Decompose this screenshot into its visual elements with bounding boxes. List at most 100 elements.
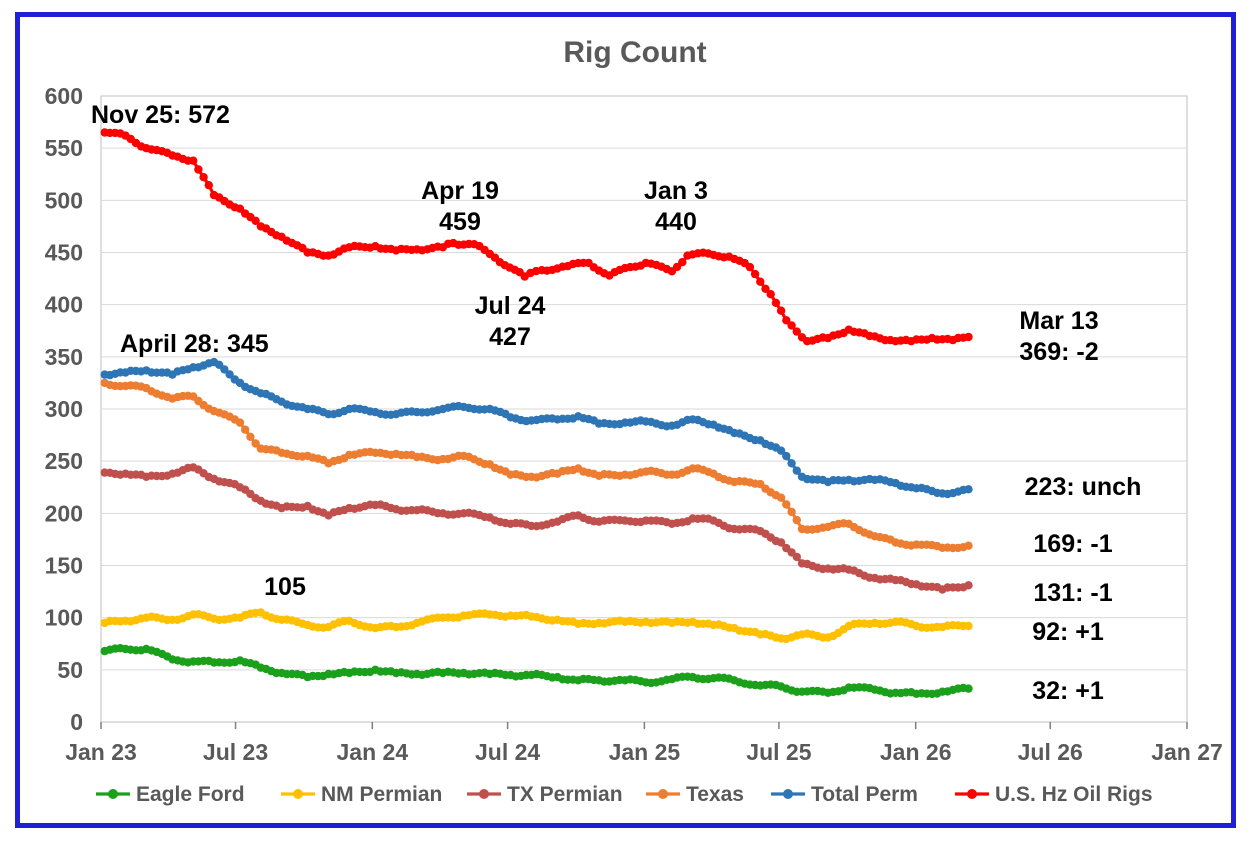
legend-item: Total Perm: [771, 783, 918, 806]
legend-label: U.S. Hz Oil Rigs: [995, 783, 1153, 806]
y-tick-label: 350: [45, 344, 83, 370]
series-u-s-hz-oil-rigs: [100, 128, 973, 346]
data-point: [964, 581, 973, 590]
data-point: [246, 432, 255, 441]
data-point: [756, 277, 765, 286]
data-point: [782, 500, 791, 509]
annotation-label: 32: +1: [1032, 677, 1104, 705]
x-tick-label: Jul 26: [1018, 739, 1083, 765]
x-tick-label: Jan 24: [337, 739, 409, 765]
y-tick-label: 200: [45, 500, 83, 526]
data-point: [194, 165, 203, 174]
legend: Eagle Ford NM Permian TX Permian Texas Total…: [96, 783, 1153, 806]
data-point: [241, 425, 250, 434]
data-point: [761, 284, 770, 293]
data-point: [771, 298, 781, 307]
series-texas: [100, 378, 973, 553]
annotation-label: 427: [489, 323, 531, 351]
legend-marker: [967, 789, 977, 799]
legend-marker: [658, 789, 668, 799]
y-tick-label: 400: [45, 292, 83, 318]
data-point: [964, 485, 973, 494]
series-lines: [100, 128, 973, 699]
data-point: [251, 216, 260, 225]
annotation-label: Apr 19: [421, 177, 499, 205]
annotation-label: Jul 24: [475, 292, 546, 320]
legend-label: NM Permian: [321, 783, 442, 806]
x-tick-label: Jul 24: [475, 739, 540, 765]
x-axis-ticks: Jan 23 Jul 23 Jan 24 Jul 24 Jan 25 Jul 25 Jan …: [65, 722, 1223, 765]
series-nm-permian: [100, 608, 973, 644]
annotation-label: 92: +1: [1032, 618, 1104, 646]
annotation-label: 131: -1: [1033, 579, 1112, 607]
chart-title: Rig Count: [563, 36, 706, 69]
data-point: [782, 451, 791, 461]
data-point: [792, 327, 801, 336]
legend-label: TX Permian: [507, 783, 623, 806]
legend-marker: [293, 789, 303, 799]
data-point: [787, 321, 796, 330]
legend-marker: [783, 789, 793, 799]
legend-item: U.S. Hz Oil Rigs: [955, 783, 1153, 806]
annotation-label: April 28: 345: [120, 330, 269, 358]
y-axis-ticks: 0 50 100 150 200 250 300 350 400 450 500 550 600: [45, 83, 83, 735]
data-point: [776, 446, 786, 455]
series-eagle-ford: [100, 644, 973, 699]
annotation-label: 105: [264, 573, 306, 601]
y-tick-label: 100: [45, 605, 83, 631]
data-point: [776, 493, 786, 502]
data-point: [776, 538, 786, 547]
data-point: [964, 541, 973, 550]
data-point: [189, 156, 198, 165]
annotation-label: Jan 3: [644, 177, 708, 205]
y-tick-label: 500: [45, 187, 83, 213]
y-tick-label: 150: [45, 553, 83, 579]
legend-marker: [108, 789, 118, 799]
data-point: [199, 173, 208, 182]
y-tick-label: 600: [45, 83, 83, 109]
legend-item: Texas: [646, 783, 744, 806]
y-tick-label: 300: [45, 396, 83, 422]
rig-count-chart: 0 50 100 150 200 250 300 350 400 450 500 550 600 Jan…: [45, 36, 1223, 806]
data-point: [964, 684, 973, 693]
annotations: Nov 25: 572 April 28: 345 105 Apr 19 459 Jul …: [91, 101, 1141, 705]
legend-label: Eagle Ford: [136, 783, 245, 806]
data-point: [251, 439, 260, 448]
data-point: [225, 370, 234, 379]
data-point: [745, 262, 755, 272]
data-point: [792, 552, 801, 562]
legend-item: TX Permian: [467, 783, 623, 806]
annotation-label: 459: [439, 208, 481, 236]
data-point: [964, 332, 973, 342]
data-point: [792, 466, 801, 475]
x-tick-label: Jul 25: [746, 739, 811, 765]
y-tick-label: 0: [70, 709, 83, 735]
annotation-label: 440: [655, 208, 697, 236]
data-point: [750, 269, 760, 279]
data-point: [964, 621, 973, 631]
annotation-label: Mar 13: [1019, 307, 1098, 335]
data-point: [782, 316, 791, 325]
data-point: [787, 507, 796, 517]
x-tick-label: Jul 23: [203, 739, 268, 765]
data-point: [220, 365, 229, 374]
y-tick-label: 550: [45, 135, 83, 161]
annotation-label: Nov 25: 572: [91, 101, 230, 129]
annotation-label: 369: -2: [1019, 338, 1098, 366]
legend-item: NM Permian: [281, 783, 442, 806]
data-point: [678, 258, 687, 267]
legend-label: Texas: [686, 783, 744, 806]
data-point: [792, 515, 801, 525]
legend-label: Total Perm: [811, 783, 918, 806]
legend-marker: [479, 789, 489, 799]
x-tick-label: Jan 27: [1151, 739, 1223, 765]
y-tick-label: 50: [57, 657, 83, 683]
data-point: [787, 459, 796, 468]
data-point: [776, 306, 786, 315]
x-tick-label: Jan 26: [880, 739, 952, 765]
y-tick-label: 450: [45, 240, 83, 266]
annotation-label: 223: unch: [1025, 473, 1142, 501]
data-point: [204, 181, 213, 190]
series-tx-permian: [100, 463, 973, 594]
x-tick-label: Jan 23: [65, 739, 137, 765]
